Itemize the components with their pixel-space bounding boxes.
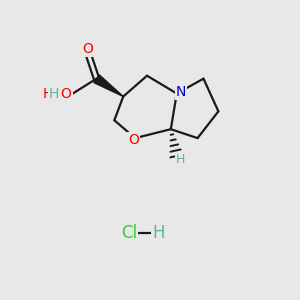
Text: H: H — [49, 86, 59, 100]
Text: O: O — [61, 86, 72, 100]
Polygon shape — [94, 75, 123, 97]
Text: N: N — [176, 85, 186, 99]
Text: HO: HO — [43, 86, 64, 100]
Text: O: O — [128, 133, 139, 147]
Text: H: H — [153, 224, 165, 242]
Text: O: O — [82, 42, 93, 56]
Text: Cl: Cl — [121, 224, 137, 242]
Text: H: H — [176, 153, 185, 166]
